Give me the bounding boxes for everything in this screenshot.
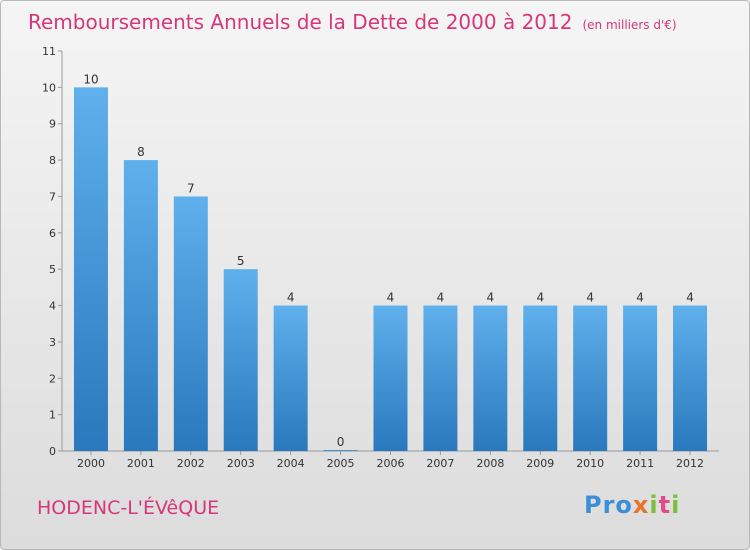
bar-2002 xyxy=(173,196,208,451)
x-tick-label-2009: 2009 xyxy=(526,457,554,470)
y-tick-label: 9 xyxy=(49,118,56,131)
y-tick-label: 4 xyxy=(49,300,56,313)
value-label-2012: 4 xyxy=(686,291,694,305)
bar-2003 xyxy=(223,269,258,451)
y-tick-label: 5 xyxy=(49,263,56,276)
proxiti-logo: Proxiti xyxy=(584,491,681,519)
value-label-2000: 10 xyxy=(83,72,98,86)
value-label-2011: 4 xyxy=(636,291,644,305)
x-tick-label-2001: 2001 xyxy=(127,457,155,470)
value-label-2002: 7 xyxy=(187,181,195,195)
x-tick-label-2002: 2002 xyxy=(177,457,205,470)
x-tick-label-2005: 2005 xyxy=(327,457,355,470)
unit-label: (en milliers d'€) xyxy=(582,18,677,32)
bar-2001 xyxy=(123,160,158,451)
value-label-2010: 4 xyxy=(586,291,594,305)
value-label-2005: 0 xyxy=(337,435,345,449)
bar-2000 xyxy=(73,87,108,451)
x-tick-label-2000: 2000 xyxy=(77,457,105,470)
value-label-2003: 5 xyxy=(237,254,245,268)
x-tick-label-2004: 2004 xyxy=(277,457,305,470)
value-label-2001: 8 xyxy=(137,145,145,159)
y-tick-label: 11 xyxy=(42,45,56,58)
value-label-2009: 4 xyxy=(536,291,544,305)
commune-name: HODENC-L'ÉVêQUE xyxy=(37,497,220,519)
x-tick-label-2011: 2011 xyxy=(626,457,654,470)
y-tick-label: 2 xyxy=(49,372,56,385)
bar-2005 xyxy=(323,450,358,451)
bar-2006 xyxy=(373,305,408,451)
bar-2008 xyxy=(473,305,508,451)
y-tick-label: 3 xyxy=(49,336,56,349)
y-tick-label: 7 xyxy=(49,190,56,203)
x-tick-label-2010: 2010 xyxy=(576,457,604,470)
bar-2011 xyxy=(623,305,658,451)
x-tick-label-2006: 2006 xyxy=(377,457,405,470)
x-tick-label-2008: 2008 xyxy=(476,457,504,470)
value-label-2006: 4 xyxy=(387,291,395,305)
y-tick-label: 6 xyxy=(49,227,56,240)
bar-2007 xyxy=(423,305,458,451)
y-tick-label: 8 xyxy=(49,154,56,167)
value-label-2008: 4 xyxy=(487,291,495,305)
y-tick-label: 0 xyxy=(49,445,56,458)
chart-title: Remboursements Annuels de la Dette de 20… xyxy=(28,10,677,34)
y-tick-label: 10 xyxy=(42,81,56,94)
x-tick-label-2003: 2003 xyxy=(227,457,255,470)
title-text: Remboursements Annuels de la Dette de 20… xyxy=(28,10,573,34)
value-label-2004: 4 xyxy=(287,291,295,305)
bar-2004 xyxy=(273,305,308,451)
y-tick-label: 1 xyxy=(49,409,56,422)
bar-2009 xyxy=(523,305,558,451)
value-label-2007: 4 xyxy=(437,291,445,305)
x-tick-label-2012: 2012 xyxy=(676,457,704,470)
x-tick-label-2007: 2007 xyxy=(426,457,454,470)
bar-2010 xyxy=(573,305,608,451)
bar-2012 xyxy=(673,305,708,451)
